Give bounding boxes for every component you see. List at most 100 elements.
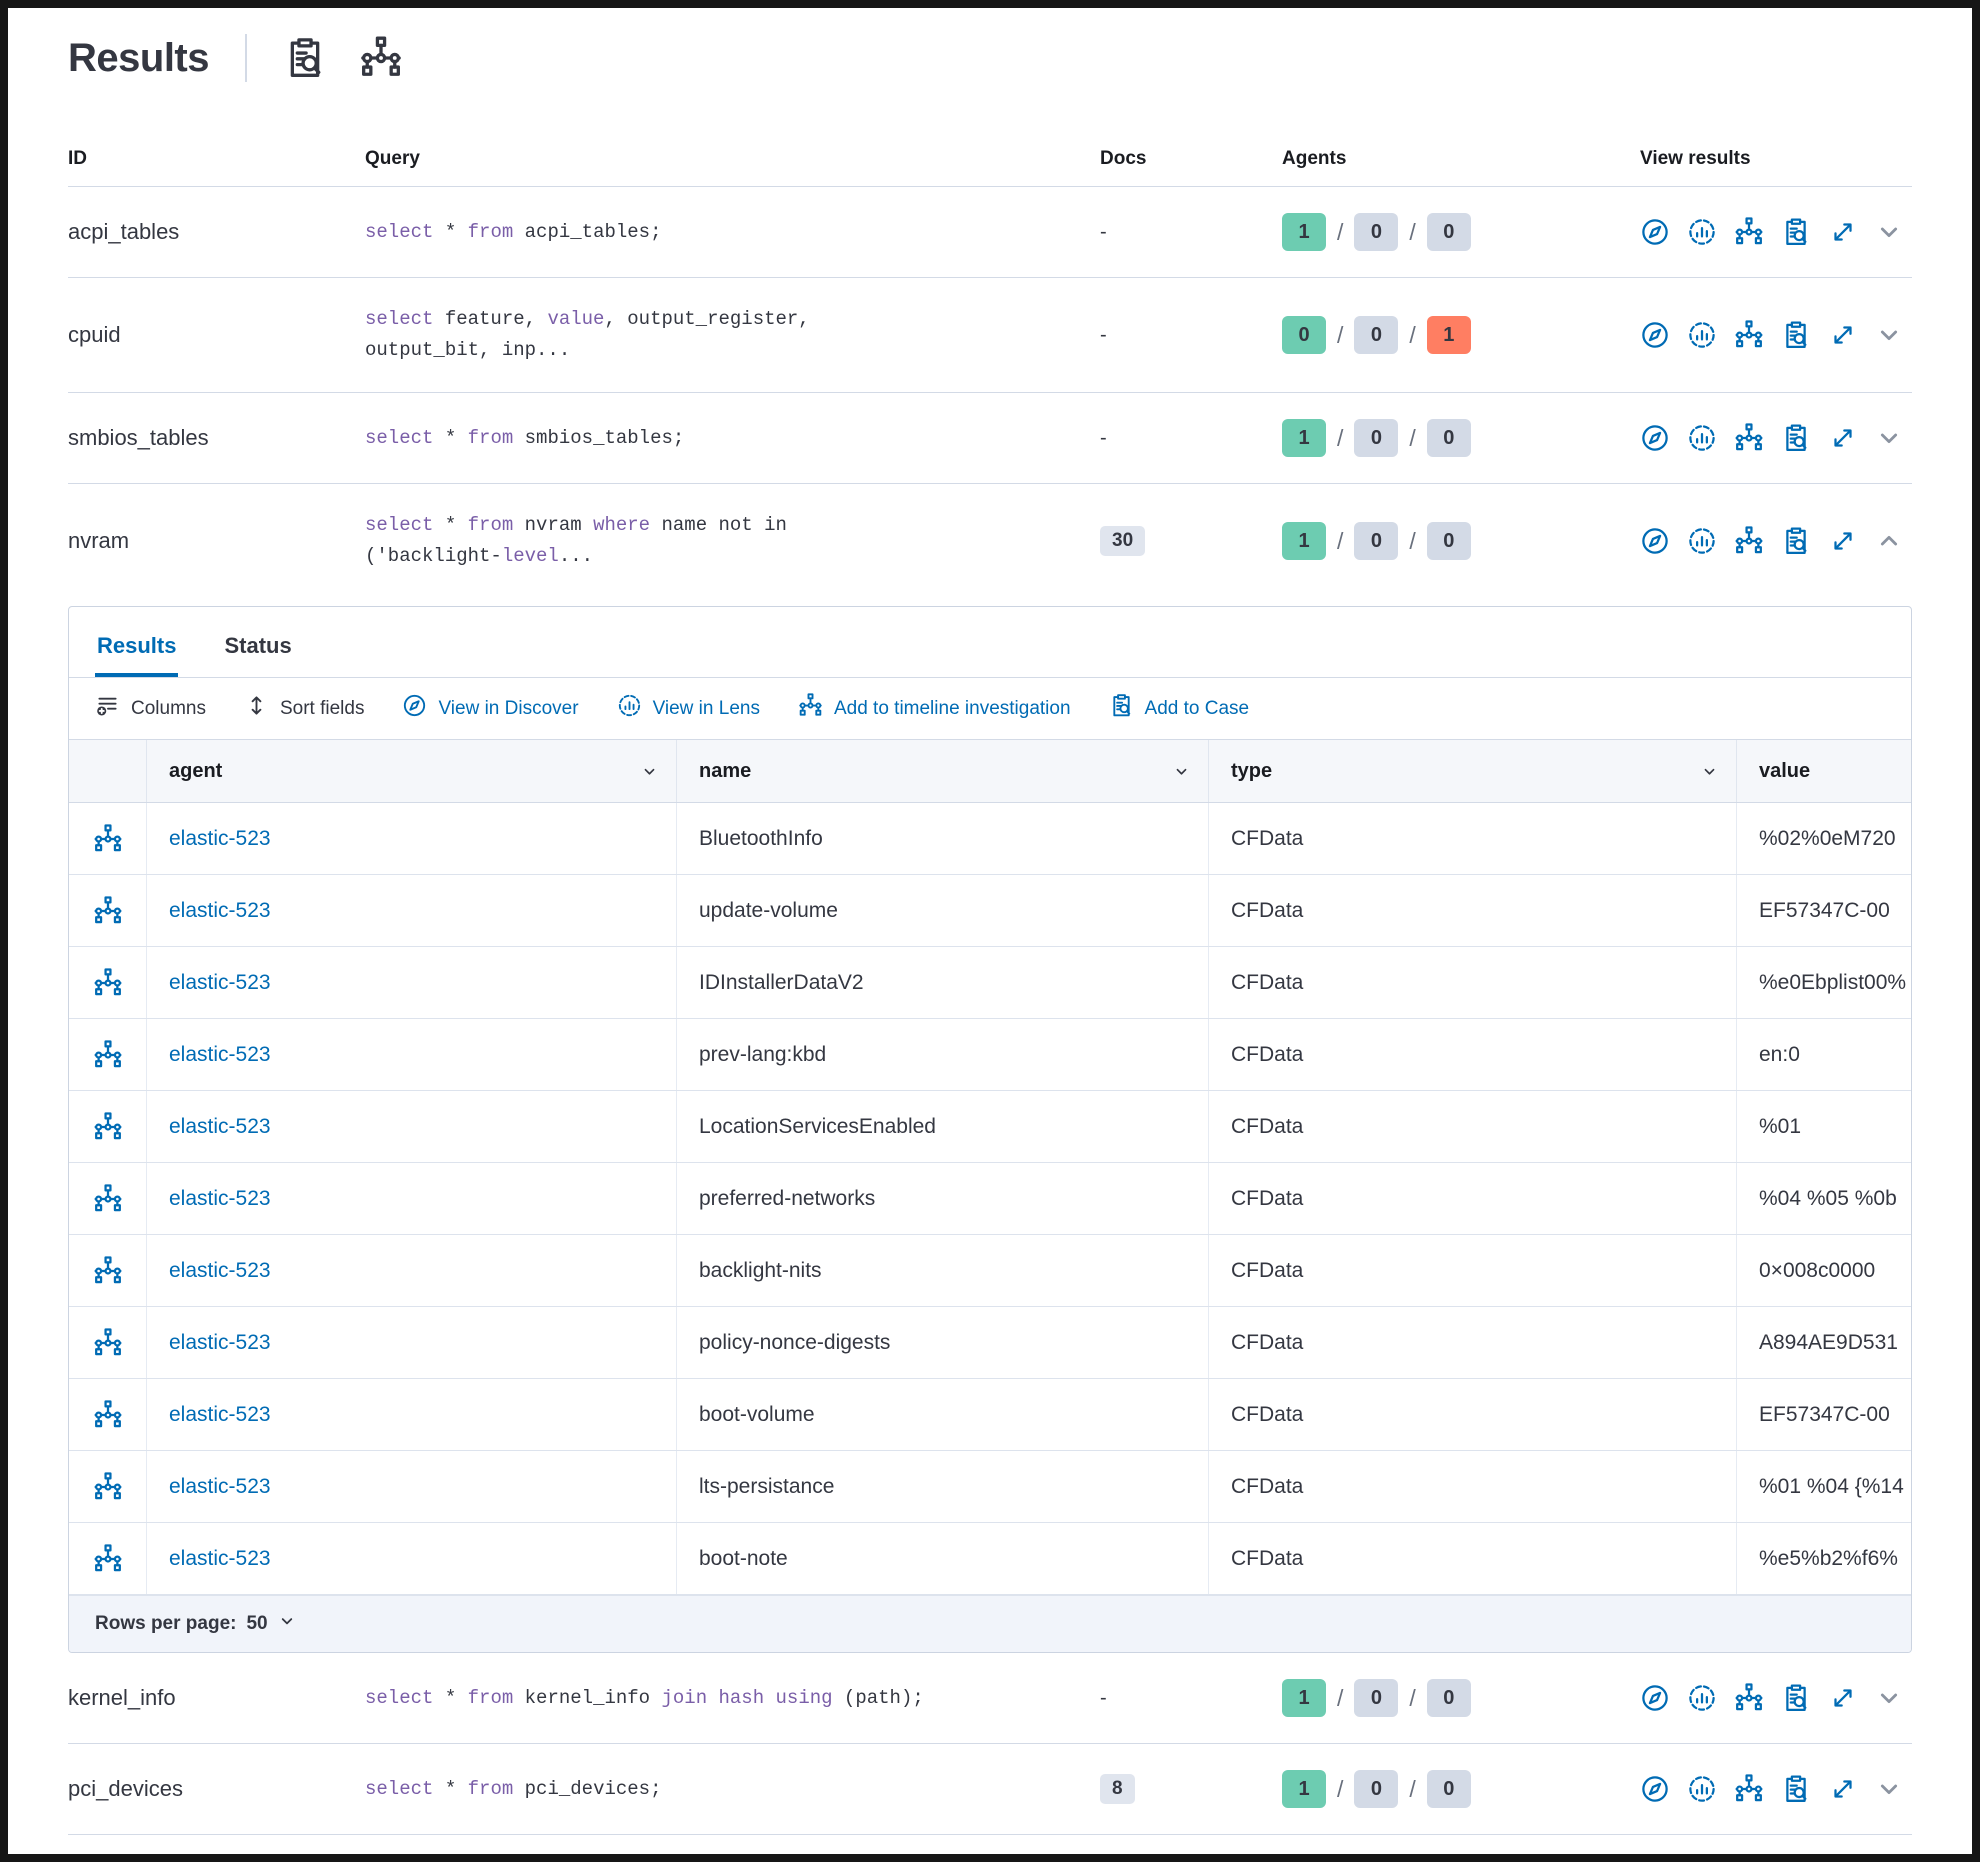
lens-action-icon[interactable] [1687,423,1717,453]
agent-link[interactable]: elastic-523 [169,1114,271,1138]
add-to-timeline-row-icon[interactable] [69,875,147,946]
lens-action-icon[interactable] [1687,526,1717,556]
query-id-cell: smbios_tables [68,425,209,450]
columns-button[interactable]: Columns [95,693,206,724]
result-row: elastic-523 lts-persistance CFData %01 %04 … [69,1451,1911,1523]
type-cell: CFData [1209,1451,1737,1522]
agent-link[interactable]: elastic-523 [169,1042,271,1066]
docs-empty-value: - [1100,220,1107,243]
agent-link[interactable]: elastic-523 [169,898,271,922]
docs-empty-value: - [1100,1686,1107,1709]
result-row: elastic-523 backlight-nits CFData 0×008c000… [69,1235,1911,1307]
add-to-timeline-row-icon[interactable] [69,803,147,874]
timeline-action-icon[interactable] [1734,423,1764,453]
expand-action-icon[interactable] [1828,1774,1858,1804]
expand-action-icon[interactable] [1828,217,1858,247]
add-to-case-button[interactable]: Add to Case [1109,693,1249,724]
agent-count-badge: 1 [1282,1679,1326,1717]
badge-separator: / [1409,527,1416,554]
add-to-timeline-row-icon[interactable] [69,1019,147,1090]
expand-row-chevron-icon[interactable] [1875,218,1903,246]
sort-fields-button[interactable]: Sort fields [244,693,364,724]
data-grid-body: elastic-523 BluetoothInfo CFData %02%0eM720… [69,803,1911,1595]
column-header-docs: Docs [1100,148,1147,169]
expand-action-icon[interactable] [1828,526,1858,556]
add-to-timeline-row-icon[interactable] [69,1379,147,1450]
agent-link[interactable]: elastic-523 [169,1258,271,1282]
discover-action-icon[interactable] [1640,423,1670,453]
agent-count-badge: 0 [1354,1770,1399,1808]
expand-action-icon[interactable] [1828,320,1858,350]
add-to-timeline-row-icon[interactable] [69,1235,147,1306]
agent-link[interactable]: elastic-523 [169,970,271,994]
agent-count-badge: 0 [1354,316,1399,354]
timeline-action-icon[interactable] [1734,320,1764,350]
lens-action-icon[interactable] [1687,217,1717,247]
rows-per-page-control[interactable]: Rows per page: 50 [69,1595,1911,1652]
lens-action-icon[interactable] [1687,1774,1717,1804]
timeline-action-icon[interactable] [1734,1774,1764,1804]
query-id-cell: cpuid [68,322,121,347]
discover-action-icon[interactable] [1640,320,1670,350]
agent-count-badge: 0 [1426,522,1471,560]
discover-action-icon[interactable] [1640,1774,1670,1804]
add-to-timeline-row-icon[interactable] [69,1163,147,1234]
discover-action-icon[interactable] [1640,526,1670,556]
expand-action-icon[interactable] [1828,423,1858,453]
value-cell: %04 %05 %0b [1759,1186,1897,1210]
timeline-icon[interactable] [359,36,403,80]
timeline-action-icon[interactable] [1734,526,1764,556]
lens-action-icon[interactable] [1687,1683,1717,1713]
expand-row-chevron-icon[interactable] [1875,1775,1903,1803]
lens-action-icon[interactable] [1687,320,1717,350]
agent-link[interactable]: elastic-523 [169,1474,271,1498]
query-row-cpuid: cpuid select feature, value, output_regis… [68,278,1912,393]
docs-count-badge: 30 [1100,526,1146,556]
inspect-icon[interactable] [283,36,327,80]
expand-row-chevron-icon[interactable] [1875,424,1903,452]
expand-row-chevron-icon[interactable] [1875,321,1903,349]
inspect-action-icon[interactable] [1781,217,1811,247]
agents-cell: 1 / 0 / 0 [1282,522,1640,560]
inspect-action-icon[interactable] [1781,1683,1811,1713]
value-cell: %01 [1759,1114,1802,1138]
inspect-action-icon[interactable] [1781,423,1811,453]
agent-link[interactable]: elastic-523 [169,1186,271,1210]
type-cell: CFData [1209,1307,1737,1378]
expand-row-chevron-icon[interactable] [1875,1684,1903,1712]
grid-column-header-value[interactable]: value [1759,759,1811,782]
inspect-action-icon[interactable] [1781,1774,1811,1804]
add-to-timeline-button[interactable]: Add to timeline investigation [798,693,1071,724]
agent-cell: elastic-523 [147,1307,677,1378]
view-in-lens-button[interactable]: View in Lens [617,693,760,724]
grid-column-header-name[interactable]: name [677,740,1209,802]
query-row-acpi_tables: acpi_tables select * from acpi_tables; - 1 /… [68,187,1912,278]
result-row: elastic-523 update-volume CFData EF57347C-0… [69,875,1911,947]
agent-link[interactable]: elastic-523 [169,826,271,850]
add-to-timeline-row-icon[interactable] [69,1307,147,1378]
agent-link[interactable]: elastic-523 [169,1546,271,1570]
collapse-row-chevron-icon[interactable] [1875,527,1903,555]
inspect-action-icon[interactable] [1781,526,1811,556]
agent-count-badge: 0 [1354,1679,1399,1717]
discover-action-icon[interactable] [1640,217,1670,247]
type-cell: CFData [1209,947,1737,1018]
inspect-action-icon[interactable] [1781,320,1811,350]
add-to-timeline-row-icon[interactable] [69,1523,147,1594]
timeline-action-icon[interactable] [1734,217,1764,247]
discover-action-icon[interactable] [1640,1683,1670,1713]
type-cell: CFData [1209,875,1737,946]
add-to-timeline-row-icon[interactable] [69,1451,147,1522]
agent-link[interactable]: elastic-523 [169,1402,271,1426]
add-to-timeline-row-icon[interactable] [69,1091,147,1162]
tab-status[interactable]: Status [224,633,292,658]
view-in-discover-button[interactable]: View in Discover [402,693,579,724]
expand-action-icon[interactable] [1828,1683,1858,1713]
tab-results[interactable]: Results [95,607,178,677]
badge-separator: / [1409,218,1416,245]
grid-column-header-agent[interactable]: agent [147,740,677,802]
timeline-action-icon[interactable] [1734,1683,1764,1713]
add-to-timeline-row-icon[interactable] [69,947,147,1018]
grid-column-header-type[interactable]: type [1209,740,1737,802]
agent-link[interactable]: elastic-523 [169,1330,271,1354]
